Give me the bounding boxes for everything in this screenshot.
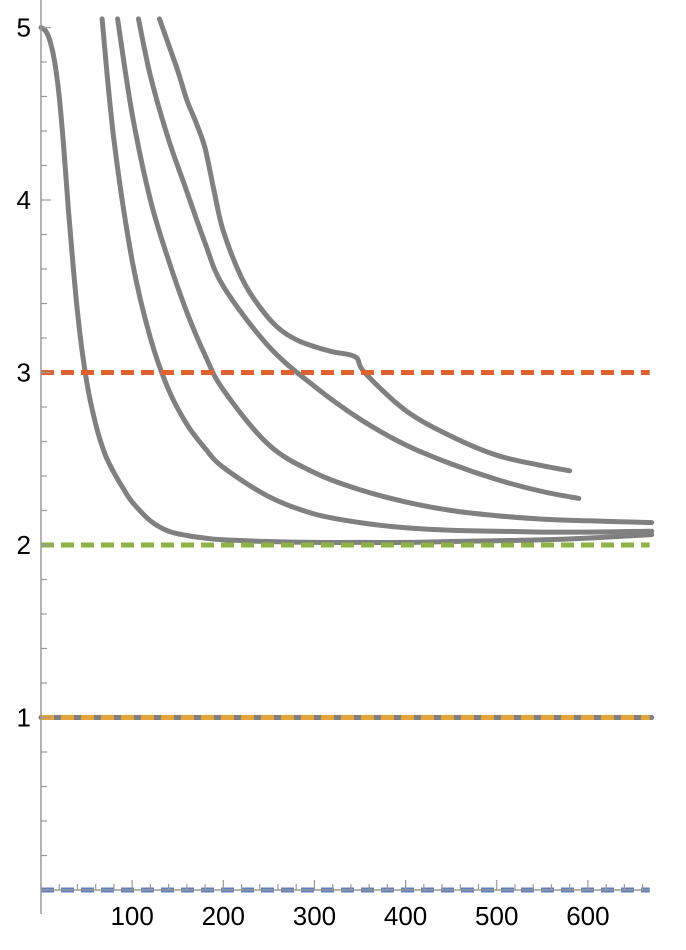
series-curve-4: [136, 16, 582, 501]
series-curve-5: [157, 16, 573, 474]
series-curve-2: [99, 16, 655, 535]
tick-labels: 1 2 3 4 5 100 200 300 400 500 600: [17, 13, 610, 932]
x-tick-label: 300: [293, 901, 336, 931]
y-tick-label: 1: [17, 703, 31, 733]
x-tick-label: 600: [566, 901, 609, 931]
x-tick-label: 100: [110, 901, 153, 931]
y-tick-label: 5: [17, 13, 31, 43]
y-tick-label: 4: [17, 185, 31, 215]
reference-lines: [41, 370, 650, 893]
x-tick-label: 400: [384, 901, 427, 931]
x-tick-label: 200: [202, 901, 245, 931]
y-tick-label: 2: [17, 530, 31, 560]
x-tick-label: 500: [475, 901, 518, 931]
series-curve-3: [115, 16, 655, 526]
curves: [38, 16, 655, 721]
axes: [40, 0, 650, 914]
y-tick-label: 3: [17, 358, 31, 388]
series-curve-1: [38, 25, 655, 545]
